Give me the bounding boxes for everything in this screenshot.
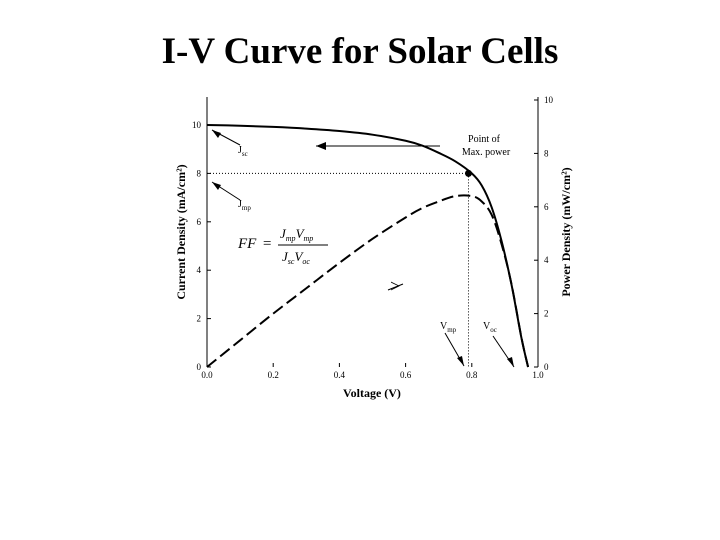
ff-denominator: JscVoc bbox=[282, 249, 310, 266]
x-axis-label: Voltage (V) bbox=[343, 386, 401, 400]
voc-arrowhead bbox=[507, 357, 514, 367]
x-tick-label: 0.4 bbox=[334, 370, 346, 380]
y-right-tick-label: 4 bbox=[544, 255, 549, 265]
y-left-tick-label: 10 bbox=[192, 120, 202, 130]
pmax-arrowhead bbox=[316, 142, 326, 150]
current-density-line bbox=[206, 124, 530, 368]
x-tick-label: 0.0 bbox=[201, 370, 213, 380]
ff-numerator: JmpVmp bbox=[280, 226, 313, 243]
mpp-layer bbox=[464, 169, 472, 177]
pmax-label-line2: Max. power bbox=[462, 147, 511, 158]
y-right-tick-label: 8 bbox=[544, 148, 549, 158]
y-left-tick-label: 6 bbox=[197, 217, 202, 227]
vmp-arrowhead bbox=[457, 356, 464, 366]
x-tick-label: 0.8 bbox=[466, 370, 478, 380]
y-right-tick-label: 10 bbox=[544, 95, 554, 105]
y-right-tick-label: 6 bbox=[544, 202, 549, 212]
slide-title: I-V Curve for Solar Cells bbox=[161, 31, 559, 72]
gt-arrow bbox=[387, 283, 404, 291]
y-left-tick-label: 8 bbox=[197, 168, 202, 178]
series-layer bbox=[206, 124, 530, 368]
x-tick-label: 0.2 bbox=[268, 370, 279, 380]
y-left-tick-label: 4 bbox=[197, 265, 202, 275]
power-density-line bbox=[206, 194, 530, 368]
jmp-arrowhead bbox=[212, 182, 221, 190]
y-left-tick-label: 0 bbox=[197, 362, 202, 372]
y-left-axis-label: Current Density (mA/cm²) bbox=[174, 164, 188, 299]
arrowheads bbox=[212, 130, 514, 367]
max-power-point bbox=[464, 169, 472, 177]
y-left-tick-label: 2 bbox=[197, 314, 202, 324]
jsc-label: Jsc bbox=[238, 145, 248, 158]
gt-symbol: > bbox=[389, 276, 401, 296]
x-tick-label: 0.6 bbox=[400, 370, 412, 380]
y-right-tick-label: 2 bbox=[544, 309, 549, 319]
fill-factor-formula: FF = JmpVmp JscVoc bbox=[237, 226, 328, 266]
vmp-label: Vmp bbox=[440, 321, 457, 334]
y-right-tick-label: 0 bbox=[544, 362, 549, 372]
x-tick-label: 1.0 bbox=[532, 370, 544, 380]
ff-lhs: FF bbox=[237, 236, 257, 252]
jsc-arrowhead bbox=[212, 130, 221, 138]
voc-label: Voc bbox=[483, 321, 497, 334]
ff-equals: = bbox=[262, 236, 272, 252]
y-right-axis-label: Power Density (mW/cm²) bbox=[559, 167, 573, 296]
pmax-label-line1: Point of bbox=[468, 134, 501, 145]
guides-layer bbox=[207, 172, 469, 367]
jmp-label: Jmp bbox=[238, 199, 251, 212]
